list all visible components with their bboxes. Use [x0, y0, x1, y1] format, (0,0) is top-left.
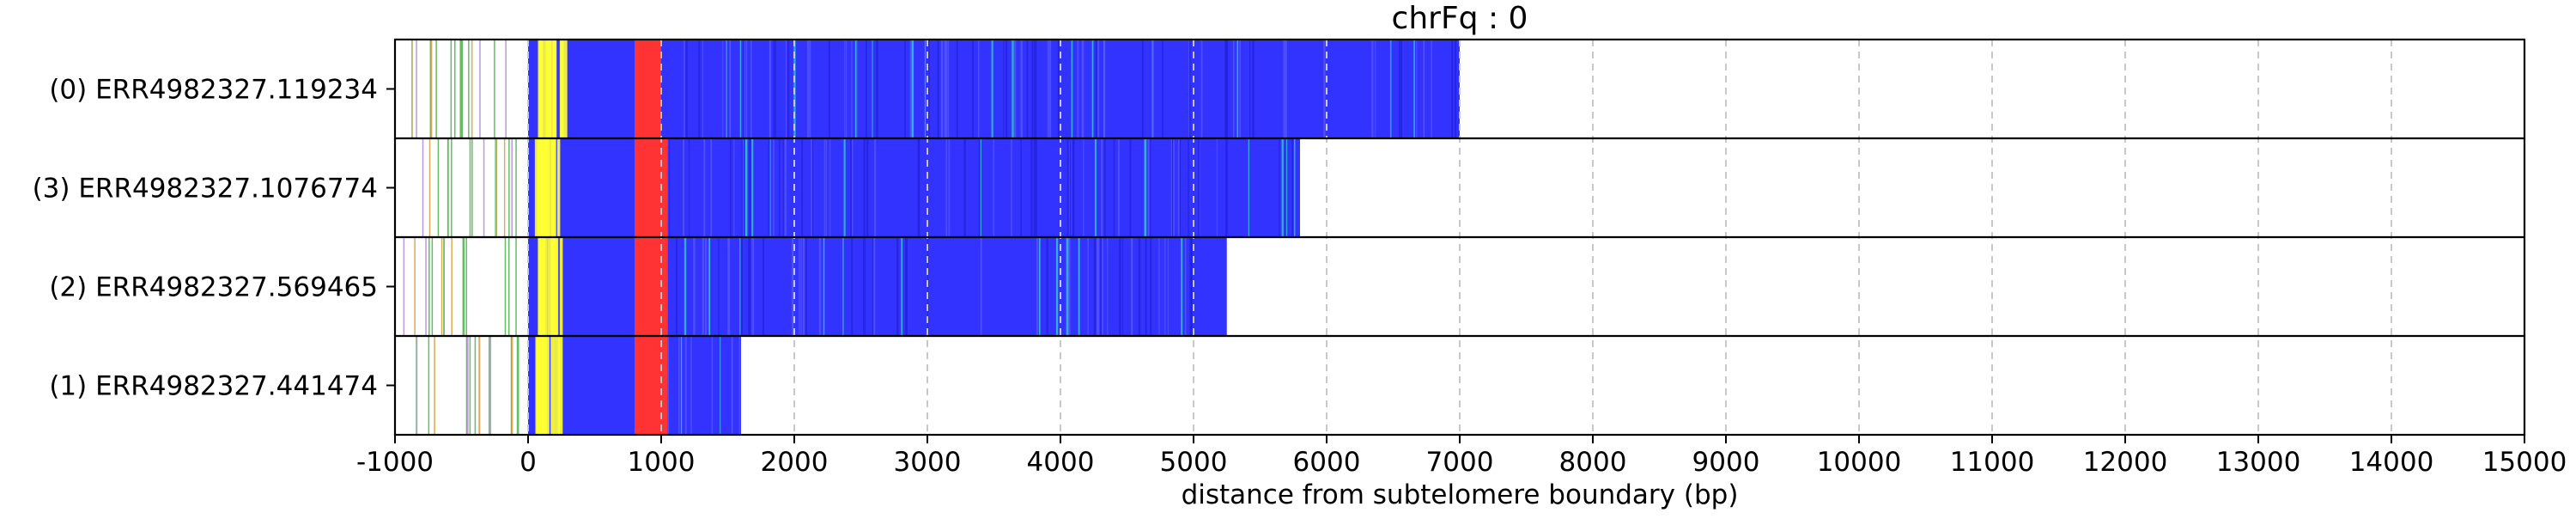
read-track — [416, 336, 741, 435]
read-segment — [539, 40, 547, 138]
read-track — [403, 237, 1227, 336]
x-tick-label: 3000 — [894, 447, 962, 478]
read-segment — [534, 138, 543, 237]
x-tick-label: 4000 — [1027, 447, 1095, 478]
read-segment — [553, 336, 561, 435]
read-segment — [635, 40, 661, 138]
read-segment — [535, 336, 543, 435]
x-tick-label: 6000 — [1293, 447, 1361, 478]
read-bar — [528, 40, 1460, 138]
x-tick-label: 12000 — [2083, 447, 2168, 478]
read-segment — [551, 138, 556, 237]
x-tick-label: 9000 — [1692, 447, 1760, 478]
x-axis-label: distance from subtelomere boundary (bp) — [1181, 479, 1739, 510]
read-segment — [559, 237, 563, 336]
read-segment — [550, 40, 556, 138]
read-segment — [548, 237, 556, 336]
x-tick-label: 2000 — [761, 447, 829, 478]
chart-title: chrFq : 0 — [1391, 1, 1528, 36]
read-label: (3) ERR4982327.1076774 — [33, 174, 378, 205]
read-segment — [635, 138, 668, 237]
x-tick-label: 14000 — [2349, 447, 2434, 478]
read-segment — [548, 138, 553, 237]
read-segment — [556, 138, 561, 237]
read-segment — [538, 237, 544, 336]
read-bar — [528, 237, 1227, 336]
read-segment — [635, 237, 668, 336]
read-label: (0) ERR4982327.119234 — [49, 75, 378, 106]
read-segment — [541, 237, 548, 336]
x-tick-label: -1000 — [356, 447, 434, 478]
x-tick-label: 5000 — [1160, 447, 1228, 478]
x-tick-label: 11000 — [1950, 447, 2035, 478]
read-segment — [552, 40, 557, 138]
x-tick-label: 10000 — [1817, 447, 1902, 478]
x-tick-label: 1000 — [628, 447, 696, 478]
read-segment — [541, 138, 548, 237]
x-tick-label: 0 — [519, 447, 537, 478]
read-segment — [635, 336, 668, 435]
read-track — [422, 138, 1300, 237]
read-label: (1) ERR4982327.441474 — [49, 371, 378, 402]
read-segment — [550, 336, 554, 435]
x-tick-label: 8000 — [1559, 447, 1627, 478]
x-tick-label: 13000 — [2216, 447, 2301, 478]
read-segment — [546, 40, 550, 138]
read-segment — [560, 40, 564, 138]
x-tick-label: 7000 — [1426, 447, 1494, 478]
read-segment — [541, 336, 548, 435]
read-segment — [557, 336, 563, 435]
x-tick-label: 15000 — [2482, 447, 2567, 478]
read-label: (2) ERR4982327.569465 — [49, 272, 378, 303]
read-track — [410, 40, 1460, 138]
